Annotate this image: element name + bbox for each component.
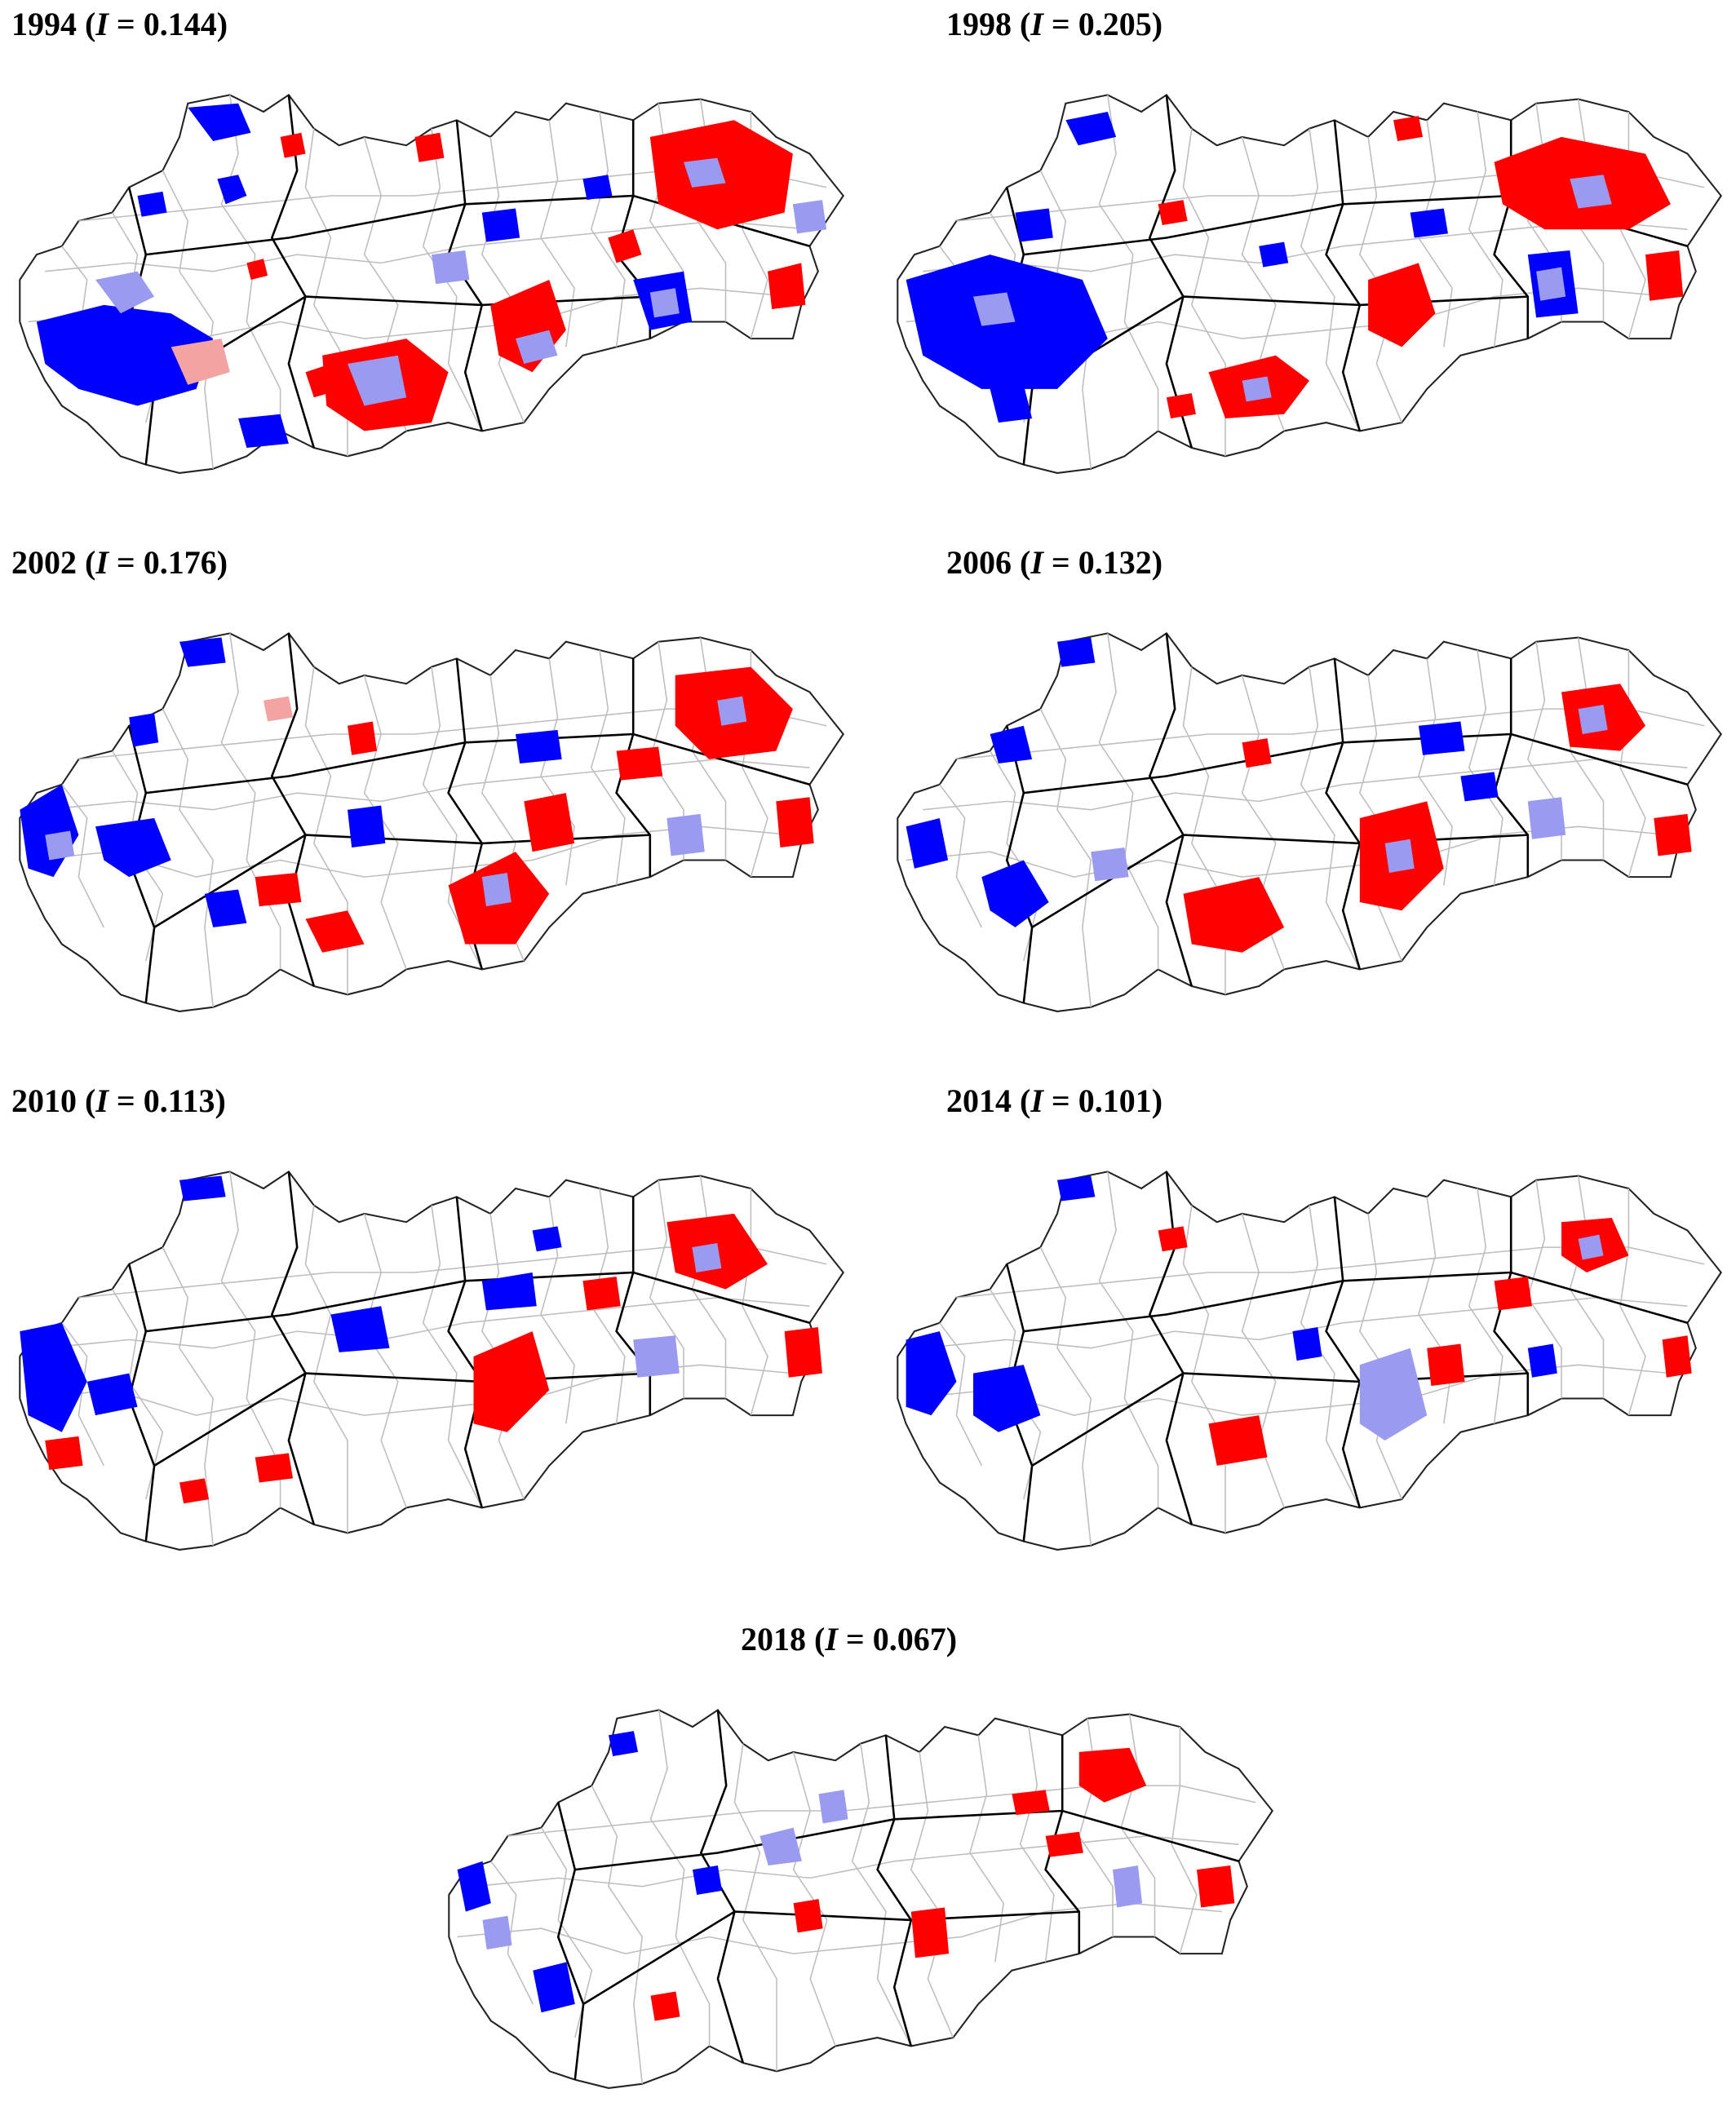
map-panel-1994: 1994 (I = 0.144): [0, 0, 868, 522]
cluster-patches: [906, 112, 1684, 423]
panel-title: 1994 (I = 0.144): [11, 6, 228, 42]
cluster-patches: [906, 637, 1692, 953]
map-panel-1998: 1998 (I = 0.205): [897, 0, 1736, 522]
slovakia-cluster-map: [448, 1709, 1273, 2090]
panel-title: 2014 (I = 0.101): [946, 1082, 1163, 1119]
slovakia-cluster-map: [897, 632, 1722, 1013]
panel-title: 2006 (I = 0.132): [946, 544, 1163, 581]
slovakia-cluster-map: [19, 632, 844, 1013]
panel-title: 2018 (I = 0.067): [741, 1621, 958, 1657]
slovakia-cluster-map: [19, 1171, 844, 1551]
slovakia-cluster-map: [19, 94, 844, 475]
cluster-patches: [20, 637, 814, 953]
cluster-patches: [36, 103, 827, 448]
cluster-patches: [906, 1175, 1692, 1466]
panel-title: 2010 (I = 0.113): [11, 1082, 226, 1119]
map-panel-2006: 2006 (I = 0.132): [897, 538, 1736, 1060]
map-panel-2018: 2018 (I = 0.067): [441, 1615, 1309, 2111]
map-panel-2014: 2014 (I = 0.101): [897, 1077, 1736, 1599]
panel-title: 1998 (I = 0.205): [946, 6, 1163, 42]
cluster-patches: [457, 1731, 1235, 2021]
slovakia-cluster-map: [897, 94, 1722, 475]
panel-title: 2002 (I = 0.176): [11, 544, 228, 581]
map-panel-2002: 2002 (I = 0.176): [0, 538, 868, 1060]
slovakia-cluster-map: [897, 1171, 1722, 1551]
cluster-patches: [20, 1175, 822, 1504]
map-panel-2010: 2010 (I = 0.113): [0, 1077, 868, 1599]
